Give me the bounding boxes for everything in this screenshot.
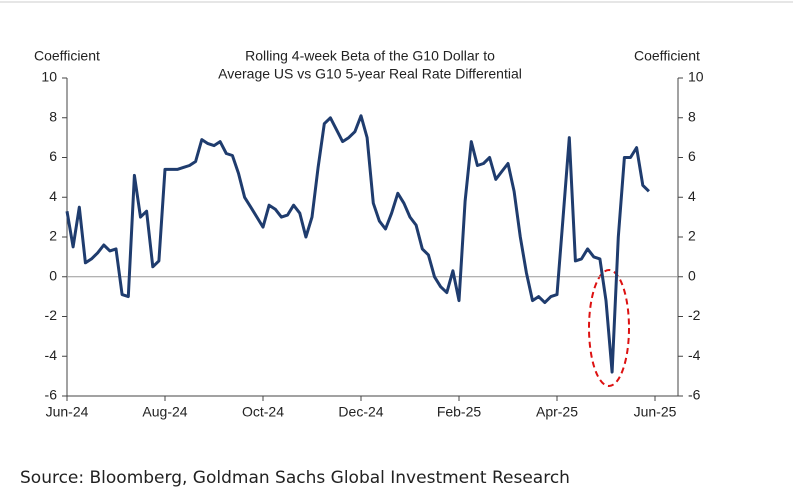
source-note: Source: Bloomberg, Goldman Sachs Global … (20, 468, 570, 488)
y-tick-label: 8 (49, 108, 57, 124)
y-tick-label: -6 (45, 387, 58, 403)
y2-tick-label: 8 (688, 108, 696, 124)
y-tick-label: -2 (45, 307, 58, 323)
chart-title: Rolling 4-week Beta of the G10 Dollar to (245, 48, 495, 64)
y-tick-label: 4 (49, 188, 57, 204)
y2-tick-label: -4 (688, 347, 701, 363)
y2-tick-label: 10 (688, 69, 704, 85)
y-tick-label: -4 (45, 347, 58, 363)
y-tick-label: 2 (49, 228, 57, 244)
y2-axis-label: Coefficient (634, 48, 700, 64)
y-tick-label: 10 (41, 69, 57, 85)
y2-tick-label: 4 (688, 188, 696, 204)
y2-tick-label: 2 (688, 228, 696, 244)
y2-tick-label: -6 (688, 387, 701, 403)
highlight-ellipse (588, 269, 630, 387)
y-tick-label: 6 (49, 148, 57, 164)
x-tick-label: Jun-24 (46, 404, 89, 420)
y2-tick-label: 0 (688, 267, 696, 283)
y-axis-label: Coefficient (34, 48, 100, 64)
x-tick-label: Dec-24 (338, 404, 383, 420)
x-tick-label: Aug-24 (142, 404, 187, 420)
y2-tick-label: -2 (688, 307, 701, 323)
x-tick-label: Apr-25 (536, 404, 578, 420)
data-line (65, 114, 650, 374)
y2-tick-label: 6 (688, 148, 696, 164)
chart-title: Average US vs G10 5-year Real Rate Diffe… (218, 66, 522, 82)
x-tick-label: Jun-25 (634, 404, 677, 420)
y-tick-label: 0 (49, 267, 57, 283)
x-tick-label: Feb-25 (437, 404, 482, 420)
x-tick-label: Oct-24 (242, 404, 284, 420)
